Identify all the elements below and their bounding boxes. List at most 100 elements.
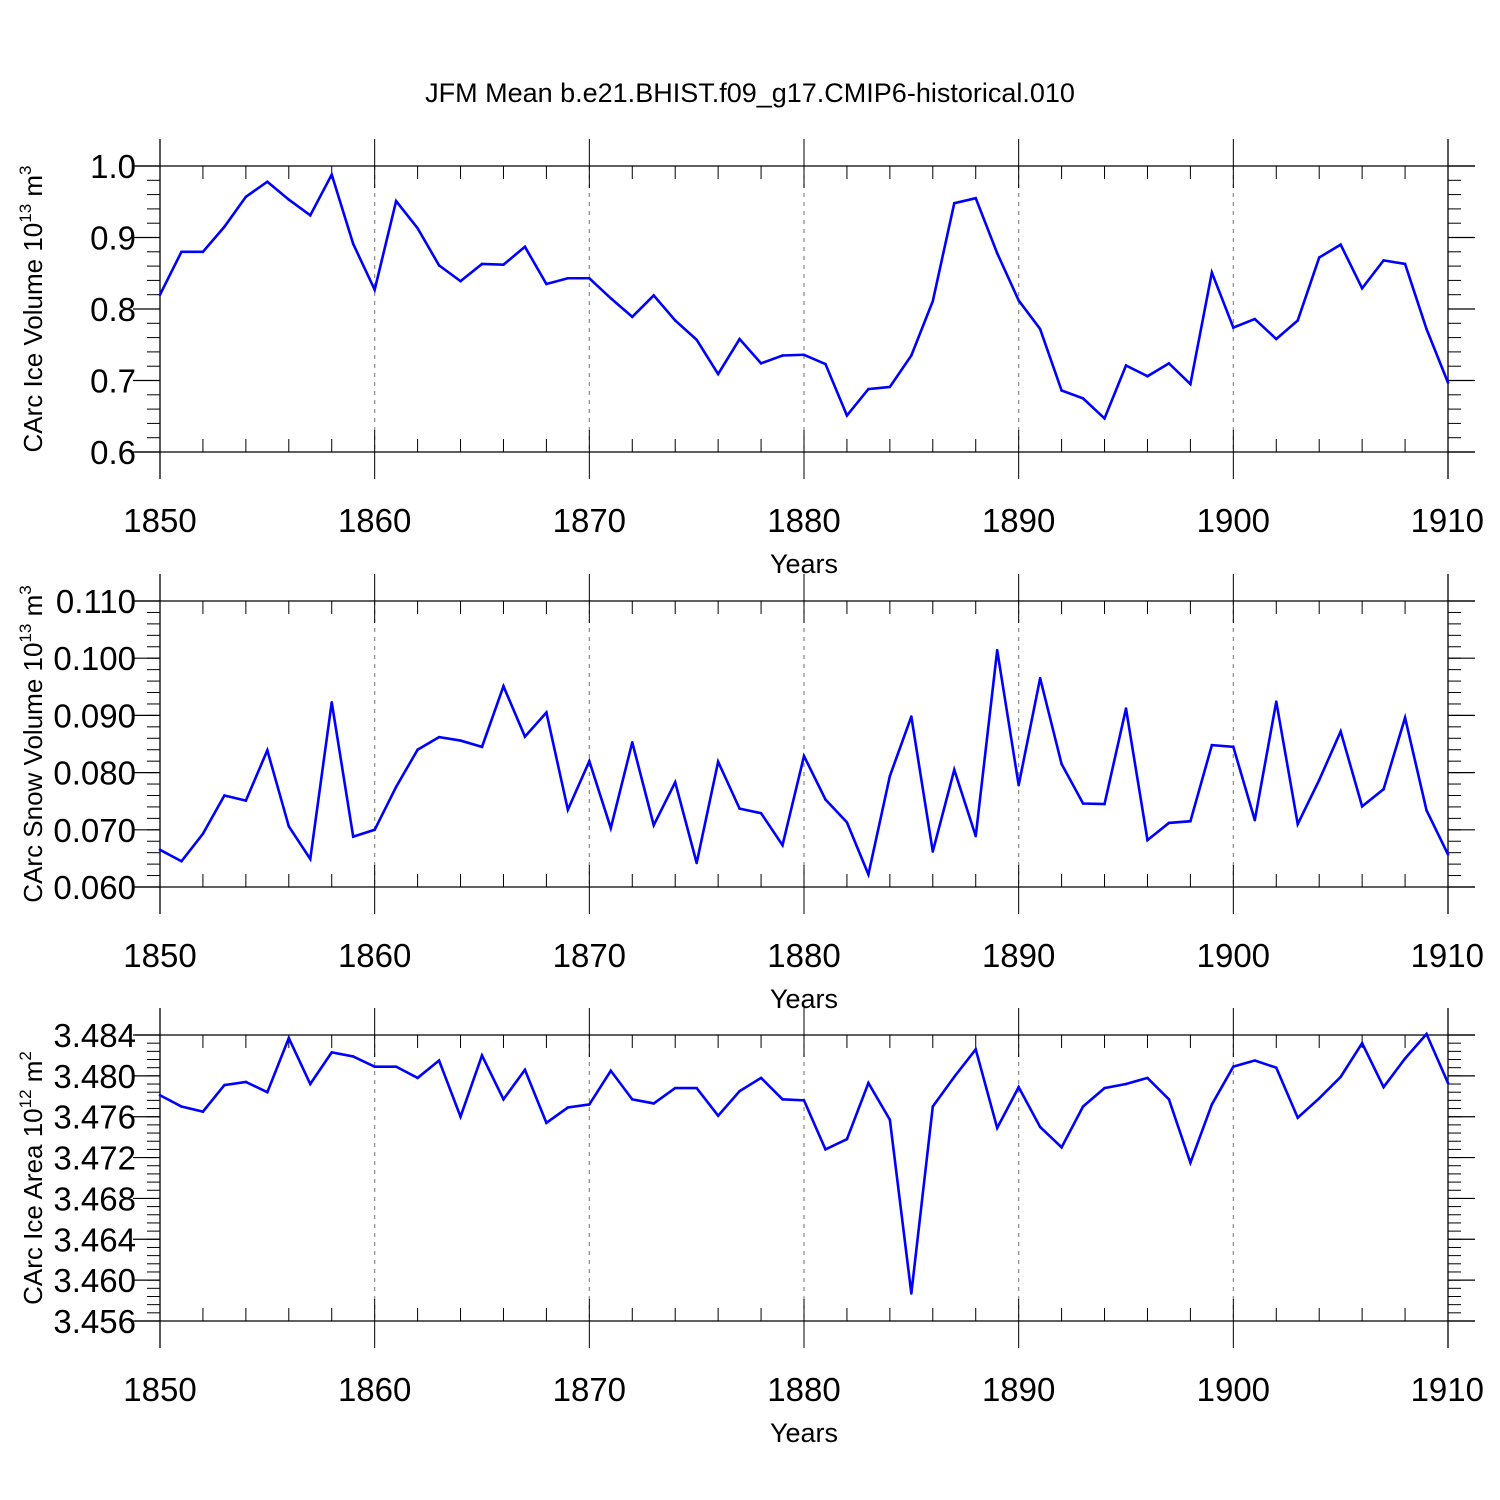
data-point xyxy=(223,225,226,229)
x-tick-label: 1890 xyxy=(982,502,1055,539)
data-point xyxy=(652,823,656,827)
data-point xyxy=(1081,397,1085,400)
x-tick-label: 1850 xyxy=(123,502,196,539)
data-point xyxy=(1382,259,1385,262)
data-point xyxy=(910,715,913,718)
data-point xyxy=(802,353,806,357)
chart-panel-2: 0.060 0.070 0.080 0.090 0.100 0.110 1850 1860 18… xyxy=(16,574,1484,1014)
y-axis-label-part: CArc Snow Volume 10 xyxy=(18,643,48,903)
y-axis-label: CArc Snow Volume 1013 m3 xyxy=(16,585,48,902)
y-tick-label: 3.472 xyxy=(53,1140,136,1177)
data-point xyxy=(630,1098,634,1101)
data-point xyxy=(1060,389,1063,392)
data-point xyxy=(1189,382,1192,386)
y-tick-label: 0.100 xyxy=(53,640,136,677)
data-point xyxy=(180,250,183,254)
data-point xyxy=(308,214,312,217)
data-point xyxy=(1167,821,1171,825)
data-point xyxy=(1339,730,1342,733)
data-point xyxy=(995,648,999,652)
data-point xyxy=(180,859,183,863)
data-point xyxy=(952,1075,956,1079)
data-point xyxy=(824,362,827,366)
data-point xyxy=(244,1080,248,1084)
data-point xyxy=(1189,1161,1192,1164)
x-tick-label: 1890 xyxy=(982,937,1055,974)
y-axis-label-part: CArc Ice Area 10 xyxy=(18,1108,48,1305)
data-point xyxy=(588,276,591,280)
data-point xyxy=(1446,381,1450,384)
data-point xyxy=(201,832,205,836)
y-axis-label-superscript: 3 xyxy=(16,585,35,594)
data-point xyxy=(266,1090,269,1094)
y-axis-label: CArc Ice Area 1012 m2 xyxy=(16,1051,48,1305)
data-point xyxy=(1253,1059,1257,1062)
data-point xyxy=(1017,299,1020,302)
y-tick-label: 0.070 xyxy=(53,812,136,849)
data-point xyxy=(609,1069,613,1073)
y-tick-label: 3.468 xyxy=(53,1180,136,1217)
data-point xyxy=(695,338,698,342)
data-point xyxy=(888,774,892,778)
data-point xyxy=(673,781,677,784)
data-point xyxy=(995,251,999,255)
data-point xyxy=(652,294,656,297)
data-point xyxy=(1017,783,1020,787)
data-point xyxy=(1146,1076,1149,1080)
data-point xyxy=(1210,743,1214,747)
data-point xyxy=(1060,762,1063,766)
data-point xyxy=(523,1068,527,1072)
data-point xyxy=(802,1099,806,1102)
data-point xyxy=(244,799,248,802)
data-point xyxy=(1081,802,1085,805)
data-point xyxy=(845,414,849,417)
data-point xyxy=(1124,1082,1128,1086)
x-tick-label: 1870 xyxy=(553,502,626,539)
data-point xyxy=(1446,853,1450,856)
data-point xyxy=(201,250,205,254)
data-point xyxy=(1360,1041,1364,1045)
data-point xyxy=(1360,805,1364,808)
data-point xyxy=(630,740,634,744)
data-point xyxy=(716,760,720,764)
data-point xyxy=(394,785,398,789)
data-point xyxy=(1103,802,1106,806)
data-point xyxy=(867,873,870,876)
data-point xyxy=(931,1105,935,1108)
data-point xyxy=(1296,319,1300,322)
data-point xyxy=(566,276,570,280)
data-point xyxy=(609,826,613,830)
data-point xyxy=(738,1089,741,1093)
data-point xyxy=(845,1137,849,1141)
data-point xyxy=(738,337,741,341)
data-point xyxy=(266,180,269,184)
x-tick-label: 1910 xyxy=(1411,502,1484,539)
data-point xyxy=(1017,1085,1020,1089)
data-point xyxy=(416,226,419,230)
y-axis-label-superscript: 12 xyxy=(16,1089,35,1108)
y-axis-label: CArc Ice Volume 1013 m3 xyxy=(16,165,48,452)
data-point xyxy=(1253,818,1257,822)
y-tick-label: 3.464 xyxy=(53,1221,136,1258)
y-axis-label-superscript: 13 xyxy=(16,204,35,223)
data-point xyxy=(459,279,462,283)
data-point xyxy=(437,735,441,739)
data-point xyxy=(1232,745,1235,749)
data-point xyxy=(1060,1146,1063,1149)
data-point xyxy=(394,199,398,203)
data-point xyxy=(1382,1085,1385,1089)
data-point xyxy=(824,798,827,801)
data-point xyxy=(459,1115,462,1119)
data-point xyxy=(308,857,312,861)
data-point xyxy=(867,1081,870,1085)
y-tick-label: 0.060 xyxy=(53,869,136,906)
x-tick-label: 1880 xyxy=(767,502,840,539)
data-point xyxy=(373,828,376,832)
data-point xyxy=(759,1076,763,1080)
data-point xyxy=(244,195,248,199)
data-point xyxy=(1232,326,1235,329)
y-tick-label: 0.8 xyxy=(90,291,136,328)
data-point xyxy=(287,198,291,201)
data-point xyxy=(351,1055,355,1058)
data-point xyxy=(1253,317,1257,321)
